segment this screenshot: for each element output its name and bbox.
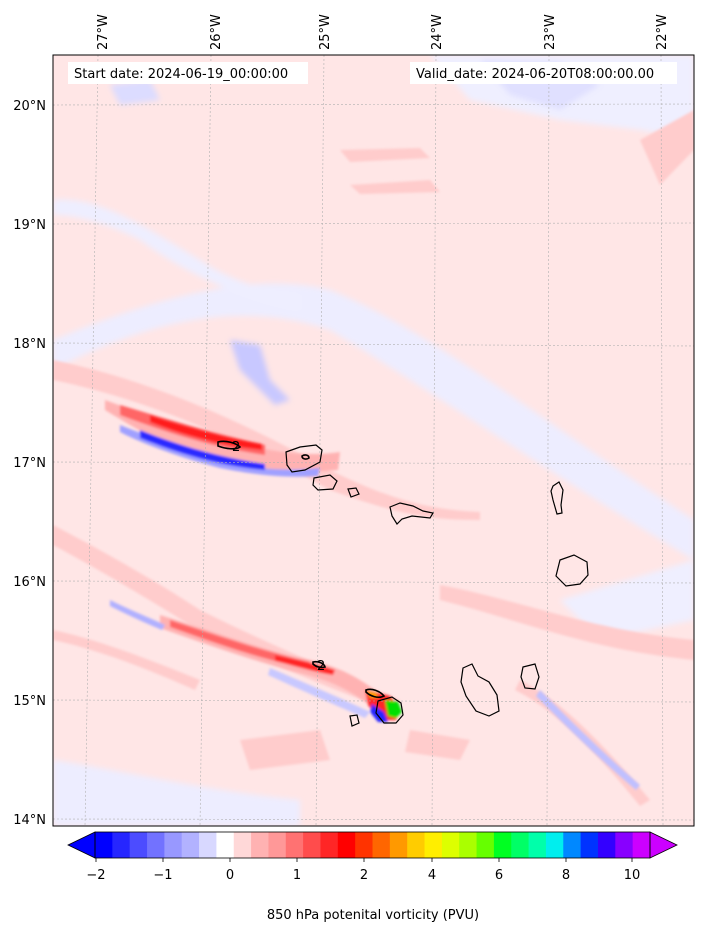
colorbar-tick-label: −1: [153, 868, 172, 883]
colorbar-tick-label: 10: [624, 868, 641, 883]
colorbar-tick-label: −2: [86, 868, 105, 883]
colorbar-cell: [493, 832, 512, 858]
colorbar-cell: [164, 832, 183, 858]
colorbar-cell: [285, 832, 304, 858]
gridlines: [53, 55, 694, 826]
lon-tick-label: 27°W: [96, 14, 111, 50]
colorbar-cell: [95, 832, 113, 858]
colorbar-cell: [424, 832, 443, 858]
start-date-text: Start date: 2024-06-19_00:00:00: [74, 67, 288, 82]
colorbar-frame: [94, 831, 651, 859]
island-fogo: [375, 696, 404, 724]
colorbar-cell: [355, 832, 373, 858]
colorbar-cell: [632, 832, 651, 858]
lat-tick-label: 20°N: [13, 99, 46, 114]
island-maio: [520, 663, 540, 690]
lon-tick-label: 25°W: [318, 14, 333, 50]
colorbar-tick-label: 4: [428, 868, 436, 883]
pv-filament-south: [110, 600, 640, 790]
contour-label: 2: [317, 659, 325, 674]
colorbar-cells: [95, 832, 651, 858]
lat-tick-label: 15°N: [13, 694, 46, 709]
colorbar-cell: [320, 832, 339, 858]
colorbar-label: 850 hPa potenital vorticity (PVU): [267, 908, 479, 923]
colorbar-cell: [563, 832, 582, 858]
colorbar-tick-label: 1: [293, 868, 301, 883]
island-santo-antao: [285, 444, 323, 473]
colorbar-cell: [528, 832, 547, 858]
colorbar-cell: [545, 832, 564, 858]
colorbar-cell: [372, 832, 391, 858]
colorbar-cell: [580, 832, 599, 858]
colorbar-cell: [199, 832, 217, 858]
lat-tick-labels: 20°N 19°N 18°N 17°N 16°N 15°N 14°N: [13, 99, 46, 828]
colorbar-cell: [597, 832, 616, 858]
contour-label: 2: [232, 440, 240, 455]
colorbar-cell: [112, 832, 131, 858]
colorbar-tick-label: 6: [495, 868, 503, 883]
lat-tick-label: 14°N: [13, 813, 46, 828]
colorbar-cell: [233, 832, 252, 858]
contour-labels: 2 2: [232, 440, 325, 674]
lon-tick-label: 26°W: [209, 14, 224, 50]
colorbar-cell: [303, 832, 321, 858]
lon-tick-label: 23°W: [543, 14, 558, 50]
island-boa-vista: [555, 554, 589, 587]
colorbar-ticks: [95, 858, 633, 862]
colorbar-cell: [337, 832, 356, 858]
island-santa-luzia: [347, 487, 360, 498]
colorbar: −2 −1 0 1 2 4 6 8 10 850 hPa potenital v…: [67, 831, 678, 923]
contours: [217, 440, 386, 699]
colorbar-cell: [511, 832, 530, 858]
colorbar-cell: [251, 832, 269, 858]
colorbar-cell: [389, 832, 408, 858]
lon-tick-label: 24°W: [430, 14, 445, 50]
lat-tick-label: 19°N: [13, 218, 46, 233]
colorbar-cell: [441, 832, 460, 858]
start-date-box: Start date: 2024-06-19_00:00:00: [68, 62, 308, 84]
island-sal: [550, 481, 564, 515]
island-sao-vicente: [312, 474, 338, 491]
colorbar-cell: [216, 832, 235, 858]
lat-tick-label: 17°N: [13, 456, 46, 471]
colorbar-extend-low: [67, 831, 96, 859]
valid-date-text: Valid_date: 2024-06-20T08:00:00.00: [416, 67, 654, 82]
colorbar-tick-label: 8: [562, 868, 570, 883]
colorbar-cell: [407, 832, 426, 858]
island-sao-nicolau: [389, 502, 434, 525]
lon-tick-label: 22°W: [655, 14, 670, 50]
valid-date-box: Valid_date: 2024-06-20T08:00:00.00: [410, 62, 677, 84]
map-frame: [52, 54, 695, 827]
coastlines: [285, 444, 589, 727]
lat-tick-label: 16°N: [13, 575, 46, 590]
colorbar-tick-label: 0: [226, 868, 234, 883]
map-panel: [53, 55, 694, 826]
colorbar-cell: [459, 832, 478, 858]
lat-tick-label: 18°N: [13, 337, 46, 352]
colorbar-tick-labels: −2 −1 0 1 2 4 6 8 10: [86, 868, 640, 883]
colorbar-cell: [129, 832, 148, 858]
colorbar-tick-label: 2: [360, 868, 368, 883]
colorbar-cell: [476, 832, 495, 858]
colorbar-cell: [268, 832, 287, 858]
island-brava: [349, 714, 360, 727]
colorbar-cell: [181, 832, 200, 858]
colorbar-cell: [615, 832, 634, 858]
colorbar-cell: [147, 832, 165, 858]
lon-tick-labels: 27°W 26°W 25°W 24°W 23°W 22°W: [96, 14, 670, 50]
island-santiago: [460, 663, 500, 717]
colorbar-extend-high: [649, 831, 678, 859]
